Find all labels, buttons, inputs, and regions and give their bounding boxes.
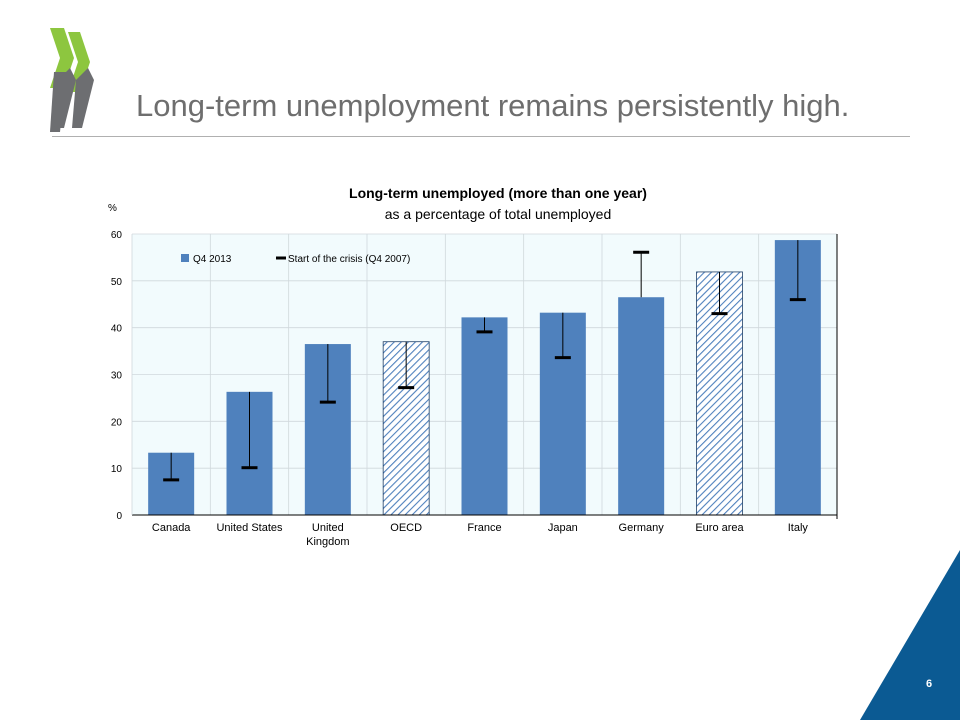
y-tick-label: 20 [111,417,123,428]
title-divider [52,136,910,137]
x-tick-label: Germany [619,522,665,534]
legend-label-crisis: Start of the crisis (Q4 2007) [288,254,410,265]
page-number: 6 [926,678,933,690]
legend-label-q4-2013: Q4 2013 [193,254,232,265]
legend-swatch-q4-2013 [181,254,189,262]
x-tick-label: OECD [390,522,422,534]
corner-triangle-decoration [860,550,960,720]
y-tick-label: 10 [111,464,123,475]
x-tick-label: Kingdom [306,536,349,548]
y-axis-label: % [108,203,117,214]
x-tick-label: Italy [788,522,809,534]
bar-france [461,317,508,515]
bar-chart: Long-term unemployed (more than one year… [108,185,838,548]
crisis-markers [163,240,806,482]
x-tick-label: Euro area [695,522,744,534]
y-tick-label: 50 [111,277,123,288]
x-tick-label: Canada [152,522,191,534]
x-tick-label: United [312,522,344,534]
y-tick-label: 60 [111,230,123,241]
y-tick-label: 0 [116,511,122,522]
x-tick-label: United States [216,522,283,534]
slide-title: Long-term unemployment remains persisten… [136,88,850,123]
y-tick-label: 30 [111,371,123,382]
x-tick-label: Japan [548,522,578,534]
bar-germany [618,297,665,515]
chart-title: Long-term unemployed (more than one year… [349,185,647,201]
x-tick-label: France [467,522,501,534]
chart-subtitle: as a percentage of total unemployed [385,206,612,222]
y-tick-label: 40 [111,324,123,335]
oecd-logo-icon [50,28,94,132]
axes: 0 10 20 30 40 50 60 Canada United States United Ki… [111,230,838,548]
legend: Q4 2013 Start of the crisis (Q4 2007) [181,254,410,265]
